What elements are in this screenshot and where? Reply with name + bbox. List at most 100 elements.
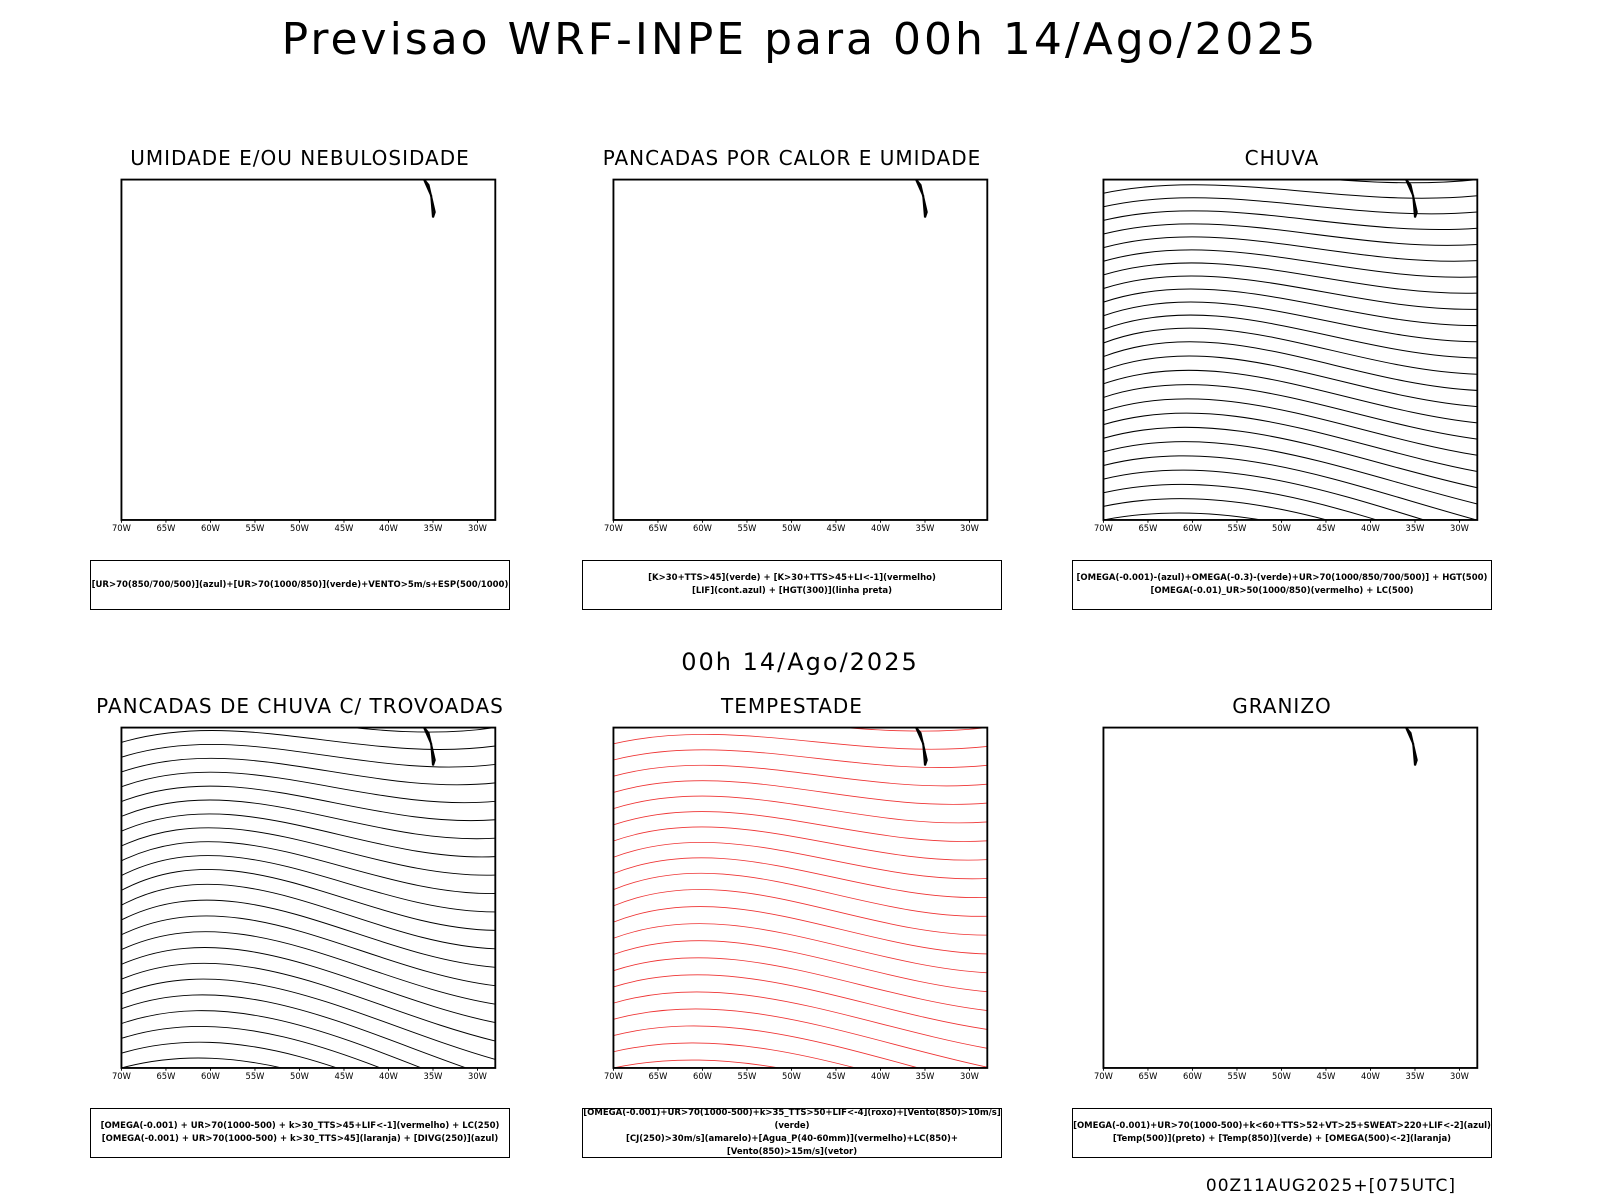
lon-tick-label: 50W — [1272, 523, 1291, 533]
lon-tick-label: 30W — [1450, 1071, 1469, 1081]
panel-legend: [K>30+TTS>45](verde) + [K>30+TTS>45+LI<-… — [582, 560, 1002, 610]
lon-tick-label: 70W — [1094, 1071, 1113, 1081]
lon-tick-label: 55W — [246, 523, 265, 533]
lon-tick-label: 60W — [1183, 1071, 1202, 1081]
lon-tick-label: 65W — [1138, 1071, 1157, 1081]
panel-title: GRANIZO — [1232, 694, 1332, 718]
lon-tick-label: 45W — [1317, 1071, 1336, 1081]
lon-tick-label: 65W — [648, 523, 667, 533]
panel-legend: [OMEGA(-0.001)-(azul)+OMEGA(-0.3)-(verde… — [1072, 560, 1492, 610]
lon-tick-label: 55W — [738, 1071, 757, 1081]
map-plot: 1016101610201020102410281032576570564558… — [112, 178, 497, 533]
panel-legend: [OMEGA(-0.001)+UR>70(1000-500)+k<60+TTS>… — [1072, 1108, 1492, 1158]
lon-tick-label: 35W — [424, 1071, 443, 1081]
lon-tick-label: 70W — [604, 1071, 623, 1081]
panel-title: PANCADAS DE CHUVA C/ TROVOADAS — [96, 694, 504, 718]
legend-line: [UR>70(850/700/500)](azul)+[UR>70(1000/8… — [91, 579, 509, 590]
lon-tick-label: 60W — [693, 523, 712, 533]
lon-tick-label: 55W — [246, 1071, 265, 1081]
panel-legend: [OMEGA(-0.001) + UR>70(1000-500) + k>30_… — [90, 1108, 510, 1158]
map-plot: -6-12-12-12-15-18-21-24-2712121612S15S18… — [1094, 726, 1479, 1081]
lon-tick-label: 30W — [468, 523, 487, 533]
lon-tick-label: 65W — [156, 523, 175, 533]
lon-tick-label: 45W — [827, 1071, 846, 1081]
lon-tick-label: 70W — [112, 523, 131, 533]
lon-tick-label: 30W — [1450, 523, 1469, 533]
lon-tick-label: 60W — [201, 1071, 220, 1081]
lon-tick-label: 40W — [1361, 1071, 1380, 1081]
page-title: Previsao WRF-INPE para 00h 14/Ago/2025 — [281, 14, 1319, 65]
lon-tick-label: 60W — [693, 1071, 712, 1081]
lon-tick-label: 55W — [1228, 523, 1247, 533]
lon-tick-label: 60W — [1183, 523, 1202, 533]
map-plot: 9600960095209520944094409360936092809280… — [604, 178, 989, 533]
run-timestamp: 00Z11AUG2025+[075UTC] — [1205, 1176, 1456, 1196]
lon-tick-label: 40W — [379, 1071, 398, 1081]
lon-tick-label: 35W — [916, 1071, 935, 1081]
map-frame — [612, 178, 989, 521]
lon-tick-label: 70W — [604, 523, 623, 533]
coastline — [914, 727, 928, 766]
lon-tick-label: 65W — [648, 1071, 667, 1081]
bottom-row-subtitle: 00h 14/Ago/2025 — [681, 648, 919, 676]
lon-tick-label: 50W — [290, 1071, 309, 1081]
panel-title: UMIDADE E/OU NEBULOSIDADE — [130, 146, 470, 170]
lon-tick-label: 65W — [156, 1071, 175, 1081]
lon-tick-label: 30W — [960, 1071, 979, 1081]
lon-tick-label: 35W — [1406, 523, 1425, 533]
map-plot: 5825825795765735705675645615585555525495… — [1094, 178, 1479, 533]
lon-tick-label: 40W — [1361, 523, 1380, 533]
legend-line: [Temp(500)](preto) + [Temp(850)](verde) … — [1112, 1134, 1452, 1144]
panel-umidade: UMIDADE E/OU NEBULOSIDADE 101610161020102… — [90, 146, 510, 646]
map-frame — [120, 178, 497, 521]
coastline — [422, 727, 436, 766]
panel-title: PANCADAS POR CALOR E UMIDADE — [602, 146, 982, 170]
lon-tick-label: 35W — [916, 523, 935, 533]
lon-tick-label: 50W — [1272, 1071, 1291, 1081]
lon-tick-label: 30W — [960, 523, 979, 533]
legend-line: [CJ(250)>30m/s](amarelo)+[Agua_P(40-60mm… — [625, 1134, 959, 1157]
lon-tick-label: 70W — [112, 1071, 131, 1081]
lon-tick-label: 35W — [424, 523, 443, 533]
lon-tick-label: 45W — [335, 523, 354, 533]
panel-title: TEMPESTADE — [721, 694, 863, 718]
lon-tick-label: 55W — [1228, 1071, 1247, 1081]
legend-line: [K>30+TTS>45](verde) + [K>30+TTS>45+LI<-… — [648, 573, 936, 583]
legend-line: [OMEGA(-0.001)+UR>70(1000-500)+k>35_TTS>… — [583, 1108, 1001, 1131]
map-frame — [1102, 726, 1479, 1069]
map-plot: 1012S15S18S21S24S27S30S33S36S39S42S70W65… — [112, 726, 497, 1081]
legend-line: [LIF](cont.azul) + [HGT(300)](linha pret… — [691, 586, 893, 596]
map-frame — [1102, 178, 1479, 521]
lon-tick-label: 35W — [1406, 1071, 1425, 1081]
lon-tick-label: 55W — [738, 523, 757, 533]
lon-tick-label: 60W — [201, 523, 220, 533]
panel-tempestade: TEMPESTADE12S15S18S21S24S27S30S33S36S39S… — [582, 694, 1002, 1194]
map-frame — [612, 726, 989, 1069]
legend-line: [OMEGA(-0.001)+UR>70(1000-500)+k<60+TTS>… — [1073, 1121, 1491, 1131]
panel-legend: [UR>70(850/700/500)](azul)+[UR>70(1000/8… — [90, 560, 510, 610]
legend-line: [OMEGA(-0.01)_UR>50(1000/850)(vermelho) … — [1150, 586, 1414, 596]
lon-tick-label: 45W — [827, 523, 846, 533]
map-plot: 12S15S18S21S24S27S30S33S36S39S42S70W65W6… — [604, 726, 989, 1081]
lon-tick-label: 50W — [290, 523, 309, 533]
lon-tick-label: 40W — [871, 523, 890, 533]
panel-legend: [OMEGA(-0.001)+UR>70(1000-500)+k>35_TTS>… — [582, 1108, 1002, 1158]
lon-tick-label: 30W — [468, 1071, 487, 1081]
legend-line: [OMEGA(-0.001) + UR>70(1000-500) + k>30_… — [100, 1121, 500, 1131]
map-frame — [120, 726, 497, 1069]
panel-pancadas-trovoadas: PANCADAS DE CHUVA C/ TROVOADAS 1012S15S18… — [90, 694, 510, 1194]
lon-tick-label: 40W — [871, 1071, 890, 1081]
panel-granizo: GRANIZO -6-12-12-12-15-18-21-24-271212161… — [1072, 694, 1492, 1194]
panel-chuva: CHUVA 58258257957657357056756456155855555… — [1072, 146, 1492, 646]
coastline — [1404, 727, 1418, 766]
lon-tick-label: 50W — [782, 1071, 801, 1081]
panel-pancadas-calor: PANCADAS POR CALOR E UMIDADE 960096009520… — [582, 146, 1002, 646]
lon-tick-label: 70W — [1094, 523, 1113, 533]
lon-tick-label: 45W — [335, 1071, 354, 1081]
panel-title: CHUVA — [1244, 146, 1320, 170]
lon-tick-label: 45W — [1317, 523, 1336, 533]
lon-tick-label: 40W — [379, 523, 398, 533]
coastline — [422, 179, 436, 218]
lon-tick-label: 65W — [1138, 523, 1157, 533]
coastline — [914, 179, 928, 218]
